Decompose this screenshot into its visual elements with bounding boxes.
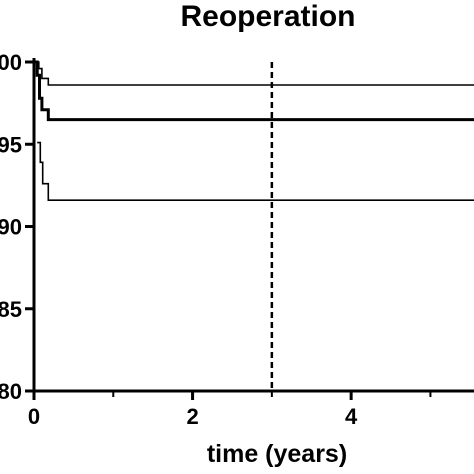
plot-area: 80 85 90 95 100 0 2 4 [0, 50, 474, 429]
x-axis-label: time (years) [207, 440, 347, 468]
y-tick-label: 100 [0, 50, 22, 75]
chart-title: Reoperation [180, 0, 355, 33]
y-tick-label: 90 [0, 215, 22, 240]
x-tick-label: 2 [186, 404, 198, 429]
series-line-estimate [34, 60, 474, 122]
y-tick-label: 95 [0, 132, 22, 157]
series-line-upper [34, 61, 474, 86]
y-tick-label: 80 [0, 379, 22, 404]
series-line-lower [37, 141, 474, 201]
x-tick-label: 4 [345, 404, 358, 429]
y-tick-label: 85 [0, 297, 22, 322]
x-tick-label: 0 [28, 404, 40, 429]
